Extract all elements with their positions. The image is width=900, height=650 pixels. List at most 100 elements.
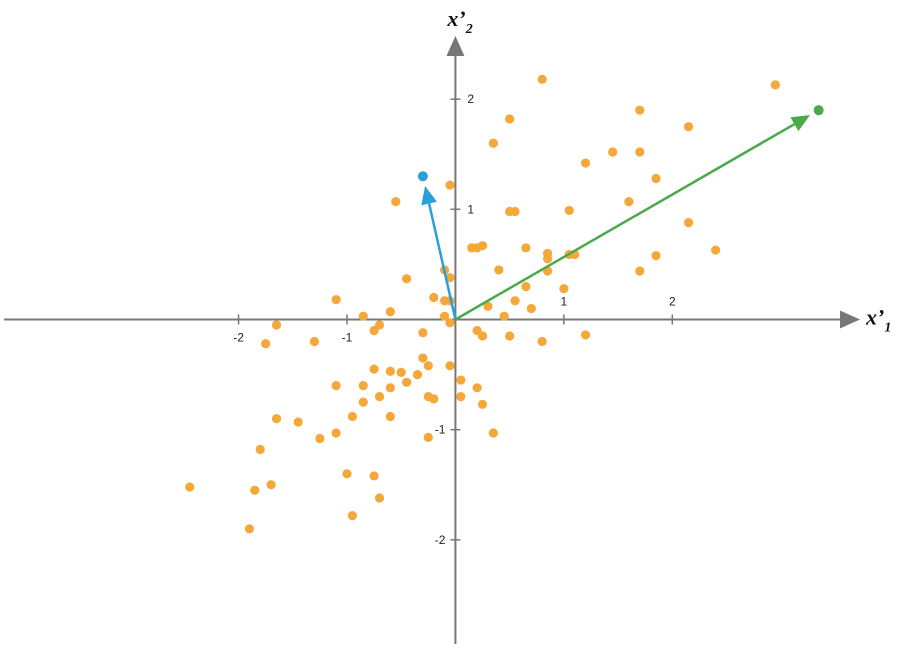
- x-tick-label: -1: [342, 330, 353, 344]
- x-axis-title-subscript: 1: [884, 320, 891, 335]
- data-point: [580, 158, 591, 168]
- vector-long-arrowhead: [790, 115, 811, 132]
- data-point: [266, 480, 276, 490]
- data-point: [244, 524, 254, 534]
- data-point: [477, 241, 488, 251]
- data-point: [488, 138, 498, 148]
- data-point: [472, 383, 482, 393]
- data-point: [423, 432, 433, 442]
- data-point: [358, 311, 368, 321]
- x-tick-label: 2: [669, 294, 676, 308]
- data-point: [315, 433, 325, 444]
- data-point: [374, 392, 385, 402]
- data-point: [526, 303, 536, 314]
- data-point: [456, 392, 466, 402]
- data-point: [429, 292, 439, 303]
- data-point: [494, 265, 504, 275]
- data-point: [635, 147, 645, 157]
- data-point: [369, 471, 379, 481]
- data-point: [429, 394, 439, 404]
- y-axis-title-subscript: 2: [465, 22, 473, 37]
- x-tick-label: 1: [561, 294, 568, 308]
- data-point: [521, 243, 531, 253]
- data-point: [271, 414, 282, 424]
- x-tick-label: -2: [233, 330, 244, 344]
- data-point: [385, 383, 395, 393]
- data-point: [635, 105, 645, 115]
- data-point: [385, 366, 395, 376]
- vector-short-endpoint: [417, 171, 428, 182]
- data-point: [651, 250, 661, 261]
- data-point: [418, 328, 428, 338]
- data-point: [510, 206, 520, 217]
- y-tick-label: -1: [435, 423, 446, 437]
- data-point: [261, 339, 271, 349]
- data-point: [331, 428, 341, 438]
- data-point: [347, 411, 358, 422]
- x-axis-arrowhead: [840, 310, 860, 329]
- data-point: [499, 311, 509, 321]
- data-point: [385, 307, 395, 317]
- data-point: [477, 331, 488, 341]
- data-point: [559, 284, 569, 294]
- data-point: [711, 245, 721, 255]
- data-point: [250, 485, 260, 495]
- vector-long-endpoint: [813, 105, 824, 116]
- x-axis-title: x’1: [865, 304, 891, 335]
- data-point: [358, 397, 368, 407]
- data-point: [185, 482, 195, 492]
- data-point: [412, 369, 423, 380]
- data-point: [369, 325, 379, 336]
- ticks: -2 -1 1 2 -2 -1 1 2: [233, 92, 676, 547]
- data-point: [770, 80, 780, 90]
- data-point: [505, 331, 515, 341]
- y-tick-label: 1: [467, 202, 474, 216]
- data-point: [396, 367, 406, 377]
- data-point: [342, 469, 352, 479]
- y-axis-title-text: x’: [446, 6, 465, 31]
- data-point: [347, 510, 358, 521]
- y-tick-label: -2: [435, 533, 446, 547]
- data-point: [477, 399, 488, 409]
- data-point: [391, 197, 401, 207]
- data-point: [385, 411, 395, 422]
- data-point: [564, 205, 574, 216]
- data-point: [624, 197, 634, 207]
- data-point: [402, 377, 412, 387]
- vector-long-shaft: [454, 123, 796, 321]
- data-point: [510, 296, 520, 306]
- data-point: [483, 301, 493, 311]
- data-point: [683, 217, 694, 228]
- data-point: [488, 428, 498, 438]
- y-tick-label: 2: [467, 92, 474, 106]
- data-point: [255, 444, 265, 455]
- data-point: [309, 336, 320, 347]
- data-point: [537, 336, 547, 347]
- y-axis-arrowhead: [446, 36, 465, 56]
- data-point: [537, 74, 547, 84]
- data-point: [542, 254, 553, 264]
- data-point: [456, 375, 466, 385]
- data-point: [293, 417, 303, 427]
- data-point: [439, 311, 450, 321]
- axes: [4, 36, 860, 644]
- data-point: [651, 173, 661, 184]
- data-point: [445, 318, 455, 328]
- vector-short-shaft: [427, 203, 457, 320]
- data-point: [271, 320, 282, 330]
- data-point: [505, 114, 515, 124]
- data-point: [423, 361, 433, 371]
- vector-short-arrowhead: [421, 186, 437, 206]
- y-axis-title: x’2: [446, 6, 472, 37]
- data-point: [635, 266, 645, 276]
- data-point: [445, 361, 455, 371]
- data-point: [374, 493, 385, 503]
- data-point: [445, 180, 455, 190]
- vectors: [417, 105, 824, 321]
- x-axis-title-text: x’: [865, 304, 884, 329]
- data-point: [418, 353, 428, 363]
- data-point: [683, 122, 694, 132]
- data-point: [358, 380, 368, 391]
- data-point: [369, 364, 379, 374]
